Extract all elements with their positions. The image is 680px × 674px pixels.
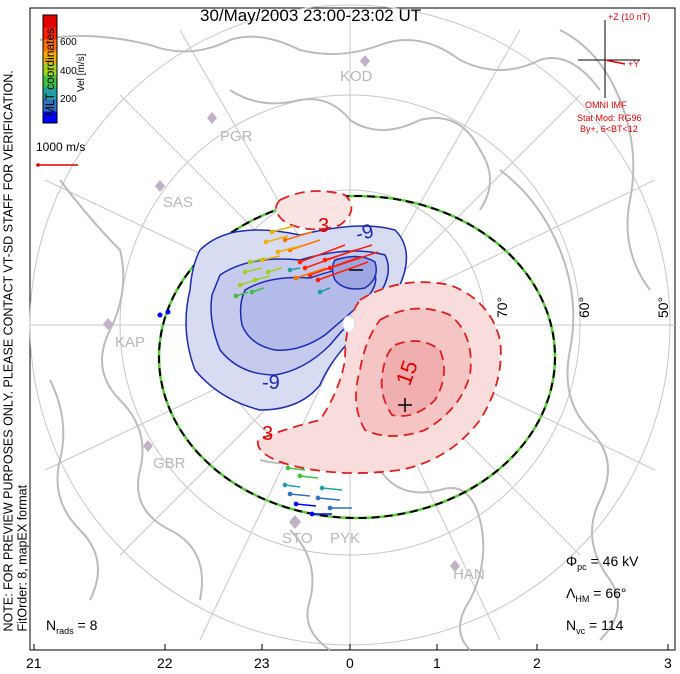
- mlt-label-22: 22: [157, 655, 173, 671]
- lat-label-50: 50°: [655, 296, 671, 318]
- stat-lambda-hm: ΛHM = 66°: [566, 585, 627, 604]
- contour-label-pos3-top: 3: [318, 215, 330, 237]
- station-sto: STO: [282, 530, 313, 547]
- colorbar-segment: [43, 87, 57, 100]
- mlt-label-0: 0: [346, 655, 354, 671]
- coastlines: [39, 29, 651, 651]
- colorbar-segment: [43, 51, 57, 64]
- station-markers: [103, 55, 460, 572]
- station-pyk: PYK: [330, 530, 361, 547]
- mlt-label-23: 23: [254, 655, 270, 671]
- colorbar-segment: [43, 39, 57, 52]
- heppner-maynard-boundary-dash: [158, 195, 556, 519]
- stat-phi-pc-value: 46 kV: [602, 553, 639, 569]
- side-note-line2: FitOrder: 8, mapEX format: [15, 484, 30, 632]
- side-note-line1: NOTE: FOR PREVIEW PURPOSES ONLY. PLEASE …: [1, 70, 16, 632]
- lat-label-70: 70°: [494, 296, 510, 318]
- colorbar-segment: [43, 111, 57, 124]
- positive-potential-cell: [256, 190, 502, 474]
- station-han: HAN: [453, 566, 485, 583]
- station-gbr: GBR: [153, 455, 186, 472]
- coord-label: MLT coordinates: [43, 27, 58, 117]
- colorbar-segment: [43, 63, 57, 76]
- scale-vector-dot: [36, 163, 40, 167]
- colorbar-segment: [43, 27, 57, 40]
- mlt-axis-ticks: [33, 644, 669, 650]
- station-sas: SAS: [163, 194, 194, 211]
- mlt-label-2: 2: [533, 655, 541, 671]
- colorbar-tick-600: 600: [60, 37, 77, 48]
- station-pgr: PGR: [220, 128, 253, 145]
- imf-bin: By+, 6<BT<12: [580, 124, 638, 134]
- contour-label-pos3-bottom: 3: [262, 423, 274, 445]
- station-kap: KAP: [115, 334, 146, 351]
- velocity-colorbar: [42, 14, 58, 124]
- mlt-label-21: 21: [26, 655, 42, 671]
- imf-omni-label: OMNI IMF: [585, 100, 627, 110]
- stat-phi-pc: Φpc = 46 kV: [566, 553, 639, 572]
- mlt-label-1: 1: [433, 655, 441, 671]
- map-title: 30/May/2003 23:00-23:02 UT: [200, 6, 422, 25]
- colorbar-frame: [42, 14, 58, 124]
- colorbar-title: Vel [m/s]: [76, 53, 87, 92]
- stat-lambda-hm-value: 66°: [605, 585, 627, 601]
- pole-marker: [342, 315, 356, 333]
- stat-n-rads: Nrads = 8: [46, 617, 98, 636]
- mlt-label-3: 3: [664, 655, 672, 671]
- side-note: NOTE: FOR PREVIEW PURPOSES ONLY. PLEASE …: [1, 57, 30, 632]
- imf-stat-mod: Stat Mod: RG96: [577, 113, 642, 123]
- stat-n-rads-value: 8: [89, 617, 98, 633]
- colorbar-tick-200: 200: [60, 94, 77, 105]
- colorbar-tick-400: 400: [60, 66, 77, 77]
- contour-label-neg9-bottom: -9: [262, 372, 280, 394]
- imf-clock: [578, 20, 640, 98]
- imf-z-label: +Z (10 nT): [608, 12, 651, 22]
- colorbar-segment: [43, 75, 57, 88]
- station-kod: KOD: [340, 68, 373, 85]
- lat-label-60: 60°: [576, 296, 592, 318]
- colorbar-segment: [43, 15, 57, 28]
- velocity-vectors-bottom: [282, 465, 352, 517]
- imf-y-label: +Y: [628, 59, 640, 69]
- colorbar-segment: [43, 99, 57, 112]
- stat-n-vc: Nvc = 114: [566, 617, 624, 636]
- velocity-vectors-top: [157, 225, 379, 318]
- stat-n-vc-value: 114: [601, 617, 624, 633]
- scale-vector-label: 1000 m/s: [36, 140, 86, 154]
